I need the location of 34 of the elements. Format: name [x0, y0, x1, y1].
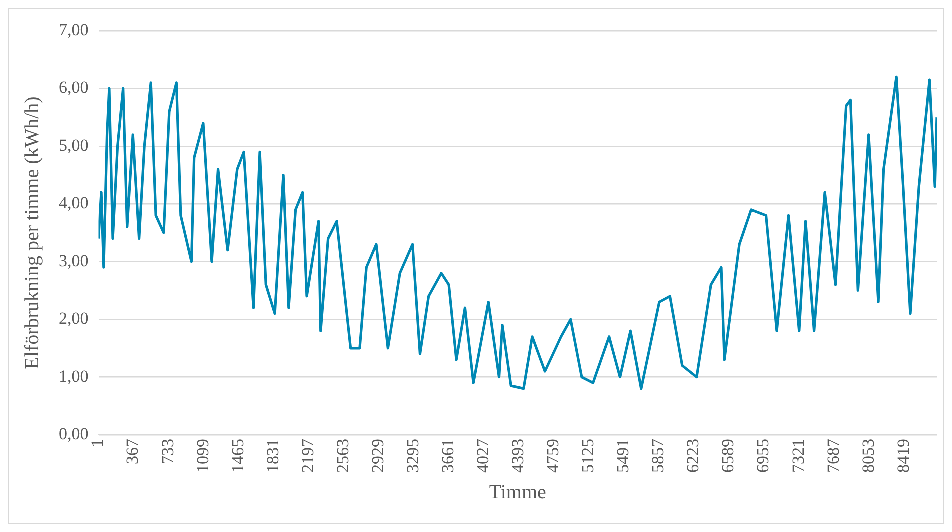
- x-tick-label: 6223: [684, 439, 703, 473]
- x-tick-label: 1099: [193, 439, 212, 473]
- x-tick-label: 733: [158, 439, 178, 464]
- y-tick-label: 6,00: [59, 78, 89, 98]
- x-tick-label: 5857: [648, 438, 668, 473]
- x-tick-label: 6589: [718, 439, 738, 473]
- x-tick-label: 2929: [368, 439, 388, 473]
- x-tick-label: 8053: [858, 439, 878, 473]
- x-tick-label: 7321: [788, 439, 808, 473]
- x-tick-label: 367: [123, 438, 142, 464]
- x-tick-label: 4759: [544, 439, 563, 473]
- y-tick-label: 4,00: [59, 194, 89, 213]
- x-tick-label: 1465: [228, 439, 248, 473]
- x-tick-label: 5491: [614, 439, 633, 473]
- x-tick-label: 4027: [474, 438, 493, 473]
- x-tick-label: 4393: [508, 439, 528, 473]
- y-tick-label: 5,00: [59, 136, 89, 155]
- x-tick-label: 1: [88, 439, 108, 448]
- x-axis-title: Timme: [489, 481, 547, 504]
- y-tick-label: 1,00: [59, 366, 89, 386]
- x-tick-label: 7687: [824, 438, 843, 473]
- y-axis-title: Elförbrukning per timme (kWh/h): [21, 96, 44, 370]
- x-tick-label: 3295: [403, 439, 422, 473]
- x-tick-label: 8419: [894, 439, 913, 473]
- x-tick-label: 2563: [333, 439, 352, 473]
- x-tick-label: 6955: [754, 439, 773, 473]
- y-tick-label: 3,00: [59, 251, 89, 270]
- y-tick-label: 7,00: [59, 20, 89, 40]
- y-tick-label: 2,00: [59, 309, 89, 328]
- x-tick-label: 3661: [438, 439, 458, 473]
- x-tick-label: 2197: [298, 438, 318, 473]
- y-tick-label: 0,00: [59, 424, 89, 444]
- x-tick-label: 5125: [578, 439, 598, 473]
- x-tick-label: 1831: [263, 439, 282, 473]
